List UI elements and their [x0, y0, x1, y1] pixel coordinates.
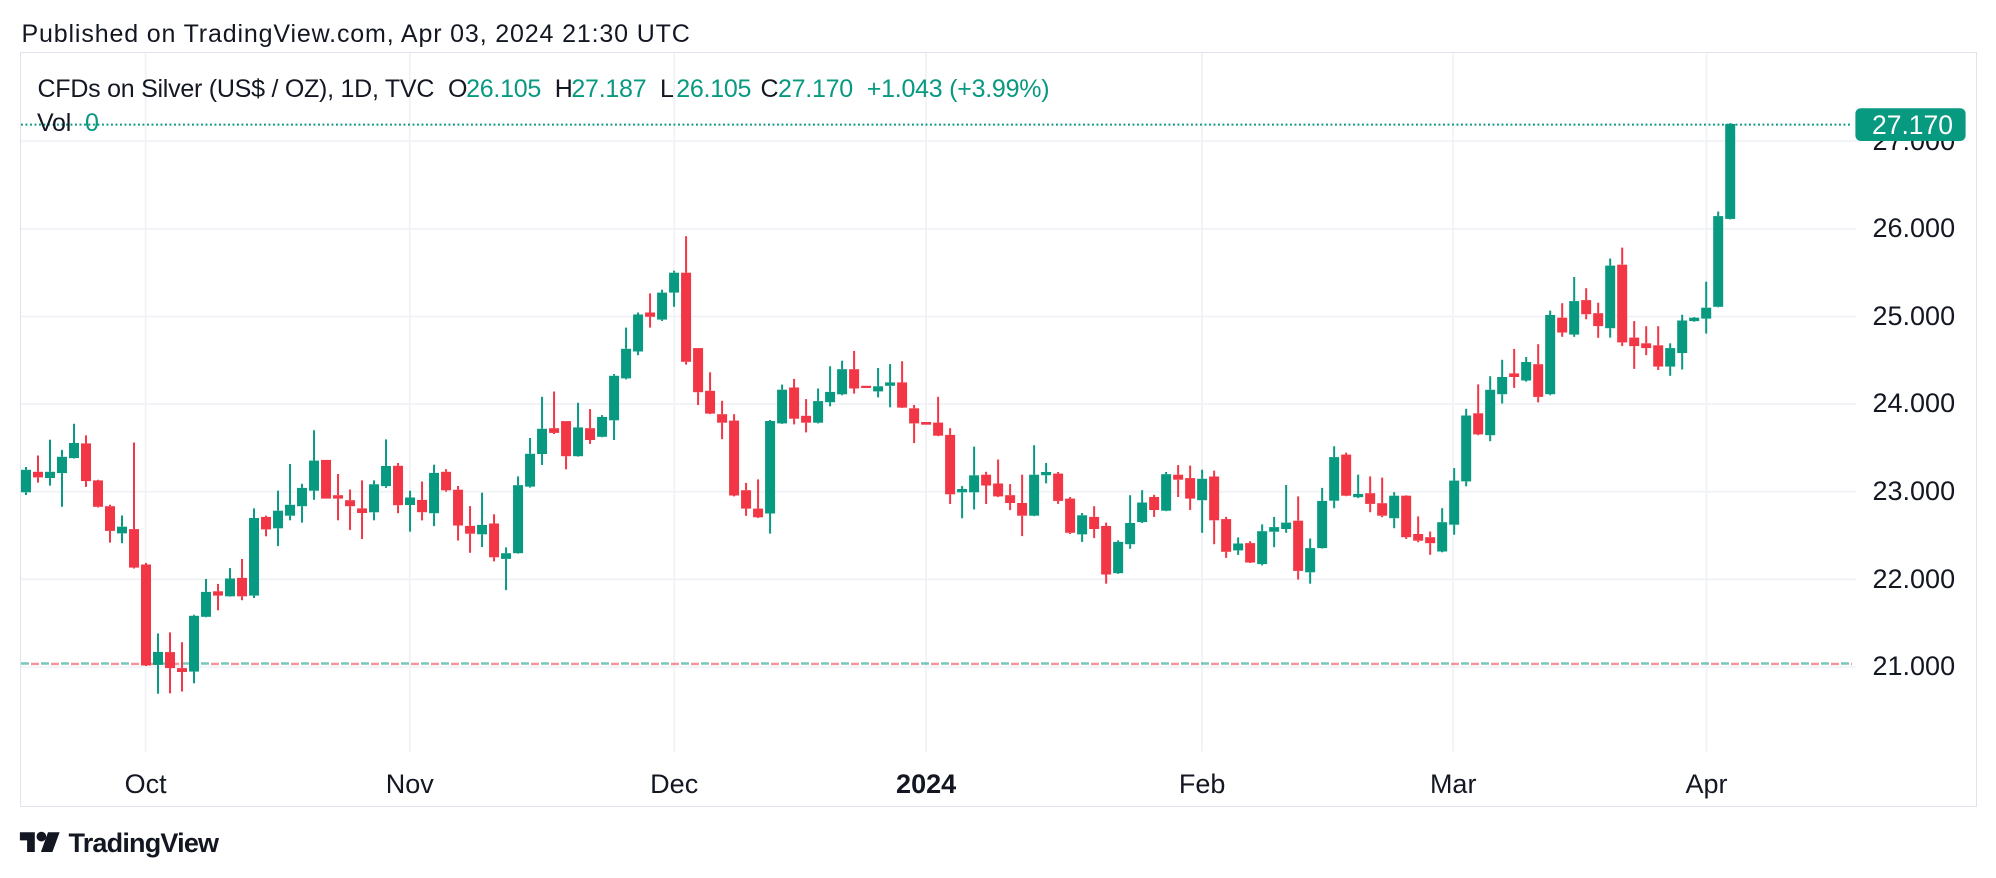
svg-text:27.170: 27.170: [1872, 110, 1953, 140]
